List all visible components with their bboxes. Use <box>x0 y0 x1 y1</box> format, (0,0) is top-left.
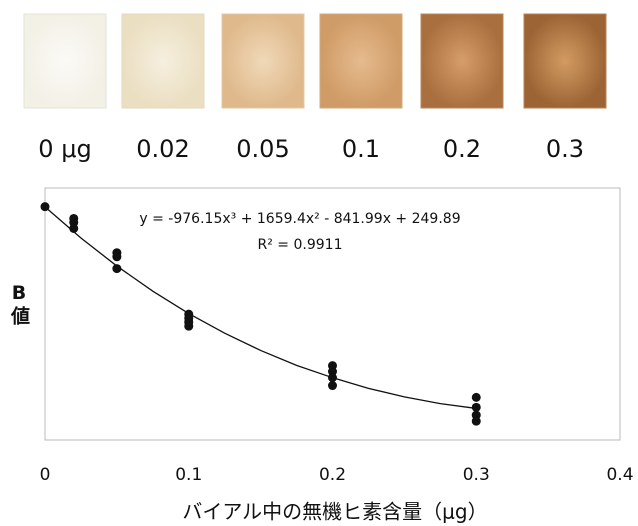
data-point <box>472 403 481 412</box>
swatch <box>122 14 204 108</box>
data-point <box>472 393 481 402</box>
swatch <box>222 14 304 108</box>
swatch <box>320 14 402 108</box>
swatch-label: 0.05 <box>236 135 289 163</box>
x-tick-label: 0.2 <box>319 465 346 485</box>
data-point <box>112 264 121 273</box>
data-point <box>184 322 193 331</box>
r-squared: R² = 0.9911 <box>258 237 343 253</box>
data-point <box>472 417 481 426</box>
swatch <box>24 14 106 108</box>
figure: y = -976.15x³ + 1659.4x² - 841.99x + 249… <box>0 0 638 526</box>
data-point <box>69 224 78 233</box>
data-point <box>112 252 121 261</box>
swatch-label: 0.3 <box>546 135 584 163</box>
x-tick-label: 0 <box>40 465 51 485</box>
swatch-label: 0 μg <box>38 135 91 163</box>
page: {"swatch_labels": ["0 μg", "0.02", "0.05… <box>0 0 638 526</box>
y-axis-title: B値 <box>6 282 33 327</box>
swatch-label: 0.1 <box>342 135 380 163</box>
data-point <box>328 373 337 382</box>
x-axis-title: バイアル中の無機ヒ素含量（μg） <box>182 500 487 524</box>
equation: y = -976.15x³ + 1659.4x² - 841.99x + 249… <box>139 211 460 227</box>
data-point <box>41 202 50 211</box>
swatch <box>524 14 606 108</box>
x-tick-label: 0.4 <box>606 465 633 485</box>
x-tick-label: 0.3 <box>463 465 490 485</box>
x-tick-label: 0.1 <box>175 465 202 485</box>
swatch-label: 0.02 <box>136 135 189 163</box>
data-point <box>328 381 337 390</box>
swatch <box>421 14 503 108</box>
swatch-label: 0.2 <box>443 135 481 163</box>
